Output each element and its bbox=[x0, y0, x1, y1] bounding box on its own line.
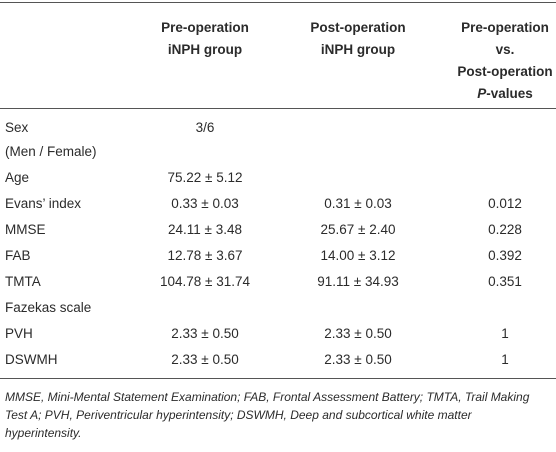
cell-value: 0.228 bbox=[488, 222, 522, 237]
cell-value: 2.33 ± 0.50 bbox=[171, 326, 239, 341]
header-line: vs. bbox=[495, 42, 515, 57]
label-line: Age bbox=[5, 170, 30, 185]
row-label: Fazekas scale bbox=[5, 296, 91, 320]
label-line: TMTA bbox=[5, 274, 41, 289]
row-label: FAB bbox=[5, 244, 31, 268]
label-line: (Men / Female) bbox=[5, 144, 97, 159]
label-line: Evans’ index bbox=[5, 196, 82, 211]
row-label: PVH bbox=[5, 322, 33, 346]
header-text: -values bbox=[486, 86, 533, 101]
cell-value: 0.351 bbox=[488, 274, 522, 289]
label-line: Fazekas scale bbox=[5, 300, 92, 315]
header-line: P-values bbox=[457, 83, 552, 105]
cell-value: 0.33 ± 0.03 bbox=[171, 196, 239, 211]
cell-value: 0.012 bbox=[488, 196, 522, 211]
header-line: Post-operation bbox=[457, 64, 553, 79]
bottom-rule bbox=[0, 378, 556, 379]
header-line: iNPH group bbox=[167, 42, 243, 57]
column-header: Pre-operation vs. Post-operation P-values bbox=[457, 17, 552, 105]
header-line: Pre-operation bbox=[461, 20, 549, 35]
label-line: DSWMH bbox=[5, 352, 58, 367]
cell-value: 2.33 ± 0.50 bbox=[324, 352, 392, 367]
row-label: DSWMH bbox=[5, 348, 58, 372]
label-line: MMSE bbox=[5, 222, 46, 237]
label-line: PVH bbox=[5, 326, 33, 341]
cell-value: 3/6 bbox=[195, 120, 215, 135]
cell-value: 24.11 ± 3.48 bbox=[168, 222, 242, 237]
cell-value: 91.11 ± 34.93 bbox=[317, 274, 399, 289]
header-line: Post-operation bbox=[310, 20, 406, 35]
label-line: Sex bbox=[5, 120, 29, 135]
cell-value: 25.67 ± 2.40 bbox=[320, 222, 396, 237]
label-line: FAB bbox=[5, 248, 31, 263]
cell-value: 1 bbox=[501, 352, 509, 367]
header-line: iNPH group bbox=[320, 42, 396, 57]
header-line: Pre-operation bbox=[161, 20, 249, 35]
row-label: Age bbox=[5, 166, 29, 190]
header-rule bbox=[0, 108, 556, 109]
cell-value: 2.33 ± 0.50 bbox=[171, 352, 239, 367]
cell-value: 1 bbox=[501, 326, 509, 341]
cell-value: 0.31 ± 0.03 bbox=[324, 196, 392, 211]
cell-value: 104.78 ± 31.74 bbox=[160, 274, 250, 289]
row-label: Evans’ index bbox=[5, 192, 81, 216]
top-rule bbox=[0, 2, 556, 3]
cell-value: 2.33 ± 0.50 bbox=[324, 326, 392, 341]
footnote: MMSE, Mini-Mental Statement Examination;… bbox=[5, 390, 530, 440]
row-label: Sex (Men / Female) bbox=[5, 116, 97, 164]
cell-value: 14.00 ± 3.12 bbox=[320, 248, 396, 263]
row-label: MMSE bbox=[5, 218, 46, 242]
cell-value: 0.392 bbox=[488, 248, 522, 263]
header-italic: P bbox=[477, 86, 487, 101]
column-header: Pre-operation iNPH group bbox=[161, 17, 249, 61]
column-header: Post-operation iNPH group bbox=[310, 17, 405, 61]
cell-value: 75.22 ± 5.12 bbox=[167, 170, 243, 185]
cell-value: 12.78 ± 3.67 bbox=[167, 248, 243, 263]
row-label: TMTA bbox=[5, 270, 41, 294]
